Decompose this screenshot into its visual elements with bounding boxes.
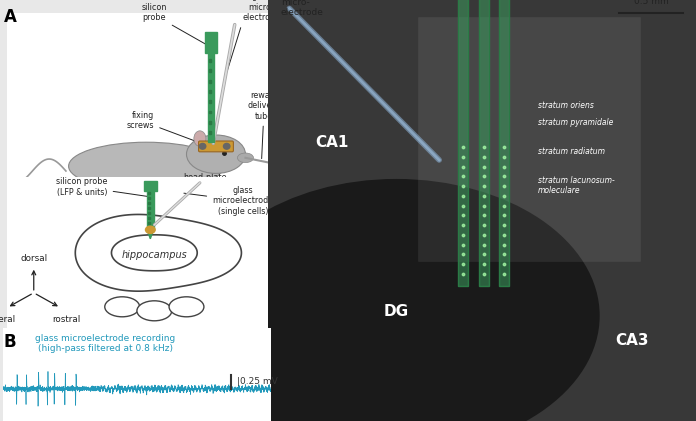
Polygon shape [209,80,212,83]
Text: 0.5 mm: 0.5 mm [633,0,668,6]
Ellipse shape [69,142,224,190]
Text: dorsal: dorsal [20,254,47,263]
Ellipse shape [169,297,204,317]
Polygon shape [209,52,214,142]
Text: glass
micro-
electrode: glass micro- electrode [280,0,324,17]
Ellipse shape [187,135,246,173]
Polygon shape [111,235,197,271]
Circle shape [145,226,155,233]
Bar [418,17,640,261]
Text: CA1: CA1 [315,135,349,150]
Polygon shape [479,0,489,286]
Polygon shape [148,222,150,224]
Text: stratum radiatum: stratum radiatum [537,147,605,156]
Polygon shape [143,181,157,191]
Ellipse shape [194,131,206,147]
Polygon shape [499,0,509,286]
Text: hippocampus: hippocampus [122,250,187,260]
Polygon shape [148,197,150,199]
Ellipse shape [137,301,172,321]
Polygon shape [209,69,212,72]
Polygon shape [0,0,185,19]
Text: rostral: rostral [52,315,80,324]
Polygon shape [148,207,150,209]
Text: stratum lacunosum-
moleculare: stratum lacunosum- moleculare [537,176,615,195]
Text: B: B [3,333,16,351]
Text: stratum pyramidale: stratum pyramidale [537,117,613,127]
Ellipse shape [105,297,140,317]
Polygon shape [209,121,212,124]
Text: glass microelectrode recording: glass microelectrode recording [35,334,175,344]
Text: A: A [3,8,16,27]
Text: |0.25 mV: |0.25 mV [237,377,277,386]
Text: silicon
probe: silicon probe [142,3,207,45]
Polygon shape [148,217,150,219]
Polygon shape [147,229,154,239]
Polygon shape [148,192,150,194]
Text: stratum oriens: stratum oriens [537,101,594,110]
Ellipse shape [68,176,214,219]
Polygon shape [147,190,154,229]
Text: CA3: CA3 [615,333,649,348]
Text: (high-pass filtered at 0.8 kHz): (high-pass filtered at 0.8 kHz) [38,344,173,354]
Text: fixing
screws: fixing screws [127,111,207,145]
Text: lateral: lateral [0,315,16,324]
Text: reward
delivery
tube: reward delivery tube [248,91,280,159]
FancyBboxPatch shape [198,141,233,152]
Ellipse shape [193,179,600,421]
Polygon shape [148,212,150,214]
Text: glass
microelectrode
(single cells): glass microelectrode (single cells) [184,186,274,216]
Text: glass
micro-
electrode: glass micro- electrode [228,0,280,70]
Polygon shape [209,59,212,62]
Polygon shape [209,100,212,103]
Polygon shape [209,111,212,114]
Polygon shape [209,90,212,93]
Text: head-plate: head-plate [184,153,227,182]
Polygon shape [148,227,150,229]
Polygon shape [209,131,212,134]
Ellipse shape [237,153,253,163]
Text: air-cushioned ball: air-cushioned ball [92,214,163,224]
Polygon shape [457,0,468,286]
Circle shape [199,144,206,149]
Polygon shape [205,32,217,53]
Polygon shape [148,202,150,204]
Circle shape [223,144,230,149]
Text: DG: DG [383,304,409,319]
Polygon shape [75,214,242,291]
Text: silicon probe
(LFP & units): silicon probe (LFP & units) [56,177,148,197]
